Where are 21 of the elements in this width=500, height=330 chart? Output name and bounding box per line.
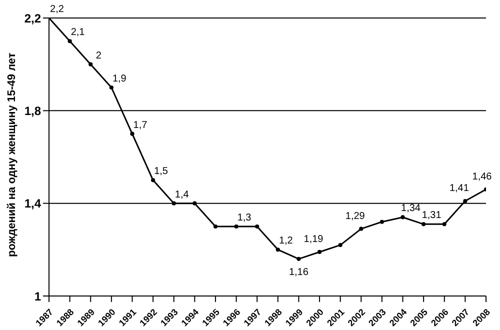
data-label: 1,3 bbox=[237, 212, 252, 224]
data-label: 1,2 bbox=[278, 236, 294, 247]
data-label: 1,16 bbox=[288, 266, 309, 278]
data-label: 1,7 bbox=[133, 120, 148, 131]
y-tick-label: 2,2 bbox=[24, 11, 42, 26]
y-tick-label: 1,4 bbox=[24, 196, 42, 211]
data-label: 1,29 bbox=[345, 210, 366, 222]
data-label: 1,31 bbox=[422, 210, 442, 222]
data-label: 1,41 bbox=[449, 183, 470, 194]
data-label: 1,9 bbox=[112, 74, 127, 84]
y-tick-label: 1,8 bbox=[24, 104, 42, 118]
data-label: 2 bbox=[96, 50, 102, 62]
data-label: 1,46 bbox=[472, 171, 492, 182]
data-label: 1,5 bbox=[154, 166, 168, 178]
data-label: 2,1 bbox=[70, 27, 86, 38]
data-label: 1,34 bbox=[401, 203, 421, 214]
data-label: 2,2 bbox=[50, 4, 64, 15]
y-axis-title: рождений на одну женщину 15-49 лет bbox=[6, 52, 18, 257]
data-label: 1,4 bbox=[174, 189, 190, 200]
y-tick-label: 1 bbox=[34, 289, 42, 304]
data-label: 1,19 bbox=[304, 234, 324, 245]
